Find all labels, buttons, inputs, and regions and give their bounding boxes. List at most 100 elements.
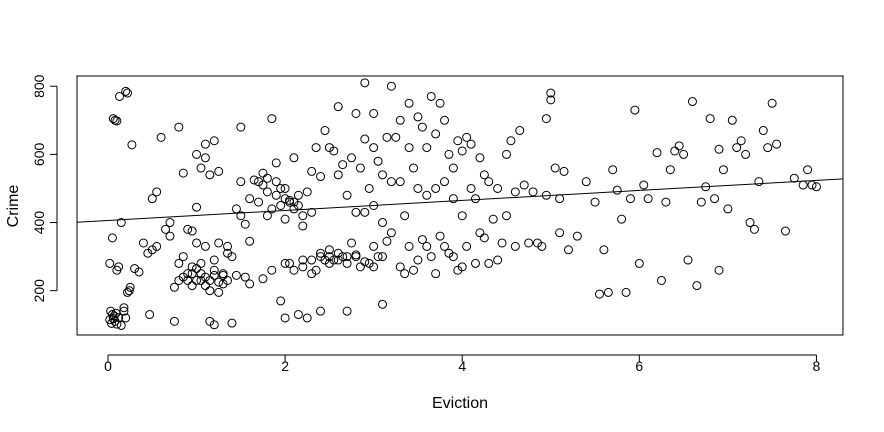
- data-point: [293, 310, 303, 320]
- data-point: [145, 310, 155, 320]
- data-point: [386, 81, 396, 91]
- data-point: [324, 245, 334, 255]
- data-point: [329, 146, 339, 156]
- data-point: [200, 281, 210, 291]
- data-point: [426, 252, 436, 262]
- data-point: [192, 202, 202, 212]
- data-point: [285, 197, 295, 207]
- data-point: [559, 166, 569, 176]
- data-point: [231, 270, 241, 280]
- data-point: [116, 218, 126, 228]
- data-point: [608, 165, 618, 175]
- data-point: [603, 287, 613, 297]
- data-point: [227, 252, 237, 262]
- data-point: [714, 144, 724, 154]
- data-point: [152, 241, 162, 251]
- data-point: [448, 252, 458, 262]
- data-point: [510, 241, 520, 251]
- x-tick-label: 0: [104, 358, 112, 374]
- data-point: [386, 177, 396, 187]
- data-point: [342, 258, 352, 268]
- data-point: [745, 218, 755, 228]
- data-point: [360, 134, 370, 144]
- data-point: [572, 231, 582, 241]
- data-point: [541, 114, 551, 124]
- data-point: [679, 149, 689, 159]
- data-point: [205, 286, 215, 296]
- data-point: [125, 282, 135, 292]
- x-axis-label: Eviction: [432, 395, 488, 412]
- data-point: [156, 132, 166, 142]
- data-point: [519, 180, 529, 190]
- data-point: [351, 108, 361, 118]
- y-axis: 200 400 600 800: [31, 74, 58, 303]
- data-point: [493, 183, 503, 193]
- data-point: [267, 114, 277, 124]
- data-point: [763, 143, 773, 153]
- data-point: [276, 183, 286, 193]
- data-point: [440, 115, 450, 125]
- data-point: [205, 170, 215, 180]
- data-point: [621, 287, 631, 297]
- data-point: [174, 258, 184, 268]
- data-point: [355, 163, 365, 173]
- data-point: [276, 201, 286, 210]
- data-point: [386, 228, 396, 238]
- data-point: [240, 272, 250, 282]
- data-point: [696, 197, 706, 207]
- data-point: [378, 252, 388, 262]
- data-point: [112, 116, 122, 126]
- y-tick-label: 200: [31, 279, 47, 303]
- y-axis-label: Crime: [5, 185, 22, 228]
- data-point: [683, 255, 693, 265]
- data-point: [249, 175, 259, 185]
- data-point: [360, 78, 370, 88]
- data-point: [475, 153, 485, 163]
- data-point: [161, 224, 171, 234]
- data-point: [710, 194, 720, 204]
- data-point: [254, 197, 264, 207]
- data-point: [276, 296, 286, 306]
- data-point: [643, 194, 653, 204]
- data-point: [245, 194, 255, 204]
- data-point: [382, 132, 392, 142]
- data-point: [200, 153, 210, 163]
- data-point: [271, 177, 281, 187]
- data-point: [178, 252, 188, 262]
- data-point: [563, 245, 573, 255]
- data-point: [298, 221, 308, 231]
- data-point: [466, 183, 476, 193]
- data-point: [409, 265, 419, 275]
- data-point: [727, 115, 737, 125]
- data-point: [338, 160, 348, 170]
- data-point: [119, 303, 129, 313]
- data-point: [687, 97, 697, 107]
- data-point: [400, 211, 410, 221]
- data-point: [258, 180, 268, 190]
- data-point: [347, 238, 357, 248]
- data-point: [417, 235, 427, 245]
- y-tick-label: 600: [31, 142, 47, 166]
- data-point: [271, 190, 281, 200]
- data-point: [749, 224, 759, 234]
- x-tick-label: 2: [281, 358, 289, 374]
- data-point: [192, 264, 202, 274]
- data-point: [280, 258, 290, 268]
- data-point: [612, 185, 622, 195]
- data-point: [311, 143, 321, 153]
- data-point: [369, 262, 379, 272]
- data-point: [127, 140, 137, 150]
- data-point: [457, 211, 467, 221]
- data-point: [289, 265, 299, 275]
- data-point: [732, 143, 742, 153]
- data-point: [285, 258, 295, 268]
- data-point: [440, 241, 450, 251]
- data-point: [515, 126, 525, 136]
- data-point: [767, 98, 777, 108]
- data-point: [789, 173, 799, 183]
- data-point: [124, 286, 134, 296]
- data-point: [373, 252, 383, 262]
- trend-line: [76, 178, 844, 223]
- data-point: [417, 122, 427, 132]
